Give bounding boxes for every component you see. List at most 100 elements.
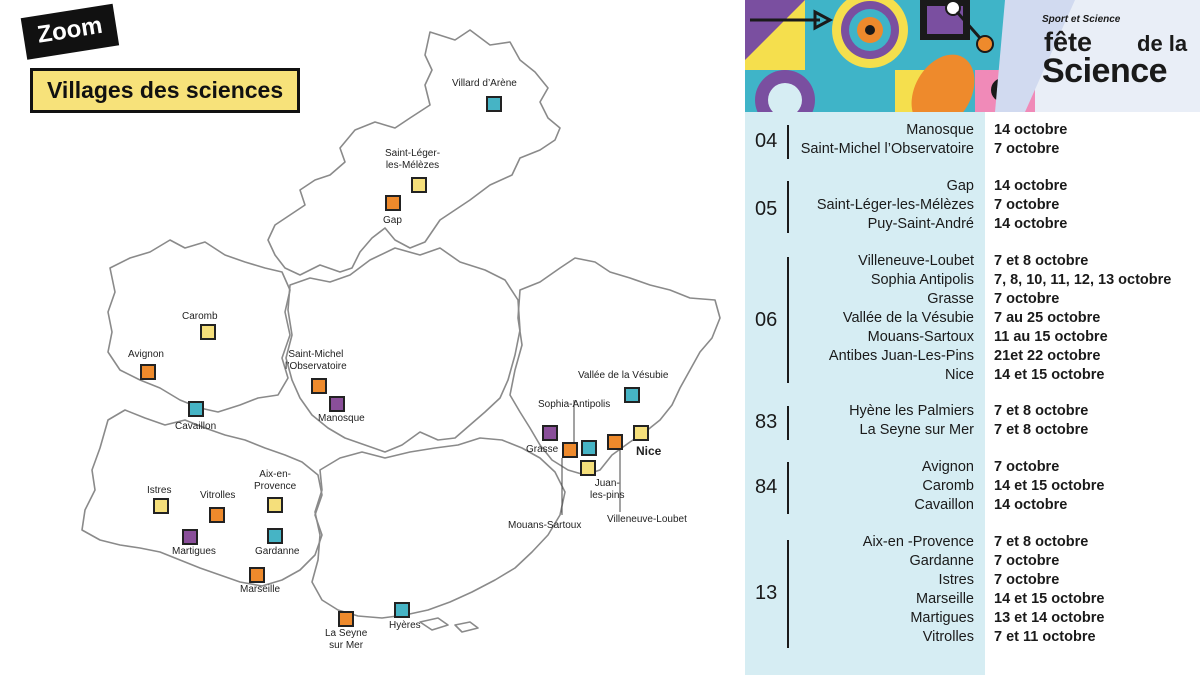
event-date: 14 octobre [994, 216, 1068, 232]
label-vitrolles: Vitrolles [200, 490, 236, 501]
dept-bar [787, 406, 789, 440]
map-dept-05 [267, 29, 561, 276]
brand-fete: fête [1044, 27, 1093, 57]
marker-marseille[interactable] [249, 567, 265, 583]
brand-banner [745, 0, 1200, 112]
event-date: 7 octobre [994, 291, 1060, 307]
event-date: 7 et 8 octobre [994, 422, 1089, 438]
label-gap: Gap [383, 215, 402, 226]
marker-villard[interactable] [486, 96, 502, 112]
dept-bar [787, 181, 789, 233]
marker-grasse[interactable] [542, 425, 558, 441]
schedule-dates-column [985, 112, 1200, 675]
schedule-row: Aix-en -Provence 7 et 8 octobre [745, 534, 1200, 553]
marker-manosque[interactable] [329, 396, 345, 412]
map-dept-06 [509, 257, 721, 476]
marker-sophia[interactable] [581, 440, 597, 456]
event-date: 7 octobre [994, 141, 1060, 157]
banner-artwork [745, 0, 1075, 112]
schedule-row: Gap 14 octobre [745, 178, 1200, 197]
label-hyeres: Hyères [389, 620, 421, 631]
marker-caromb[interactable] [200, 324, 216, 340]
town-name: Martigues [910, 610, 974, 626]
map-area: Zoom Villages des sciences Villard d’Arè… [20, 3, 721, 651]
schedule-row: Hyène les Palmiers 7 et 8 octobre [745, 403, 1200, 422]
dept-bar [787, 125, 789, 159]
marker-hyeres[interactable] [394, 602, 410, 618]
dept-code: 83 [755, 411, 778, 433]
event-date: 7 et 11 octobre [994, 629, 1096, 645]
marker-seyne[interactable] [338, 611, 354, 627]
town-name: Aix-en -Provence [862, 534, 974, 550]
town-name: Manosque [906, 122, 974, 138]
schedule-row: Caromb 14 et 15 octobre [745, 478, 1200, 497]
schedule-row: Mouans-Sartoux 11 au 15 octobre [745, 329, 1200, 348]
dept-code: 84 [755, 476, 778, 498]
town-name: Gardanne [909, 553, 975, 569]
event-date: 7 octobre [994, 197, 1060, 213]
region-map [81, 29, 721, 633]
schedule-row: Villeneuve-Loubet 7 et 8 octobre [745, 253, 1200, 272]
marker-cavaillon[interactable] [188, 401, 204, 417]
town-name: Gap [946, 178, 974, 194]
schedule-row: Saint-Léger-les-Mélèzes 7 octobre [745, 197, 1200, 216]
town-name: Marseille [915, 591, 974, 607]
town-name: Vitrolles [922, 629, 974, 645]
town-name: Vallée de la Vésubie [842, 310, 974, 326]
event-date: 14 octobre [994, 122, 1068, 138]
event-date: 14 et 15 octobre [994, 367, 1105, 383]
schedule-row: Grasse 7 octobre [745, 291, 1200, 310]
town-name: Cavaillon [914, 497, 974, 513]
marker-aix[interactable] [267, 497, 283, 513]
label-juan: Juan- les-pins [590, 478, 625, 501]
marker-vitrolles[interactable] [209, 507, 225, 523]
schedule-row: Martigues 13 et 14 octobre [745, 610, 1200, 629]
schedule-row: Saint-Michel l’Observatoire 7 octobre [745, 141, 1200, 160]
town-name: Istres [938, 572, 974, 588]
map-dept-83 [311, 437, 566, 619]
label-aix: Aix-en- Provence [254, 469, 297, 492]
marker-juan[interactable] [580, 460, 596, 476]
dept-bar [787, 540, 789, 648]
label-seyne: La Seyne sur Mer [325, 628, 368, 651]
schedule-row: La Seyne sur Mer 7 et 8 octobre [745, 422, 1200, 441]
label-gardanne: Gardanne [255, 546, 300, 557]
dept-code: 13 [755, 582, 778, 604]
marker-saint-leger[interactable] [411, 177, 427, 193]
label-mouans: Mouans-Sartoux [508, 520, 582, 531]
schedule-row: Sophia Antipolis 7, 8, 10, 11, 12, 13 oct… [745, 272, 1200, 291]
marker-nice[interactable] [633, 425, 649, 441]
schedule-row: Nice 14 et 15 octobre [745, 367, 1200, 386]
event-date: 7 au 25 octobre [994, 310, 1101, 326]
town-name: Avignon [921, 459, 974, 475]
map-dept-13 [81, 409, 323, 587]
marker-martigues[interactable] [182, 529, 198, 545]
label-cavaillon: Cavaillon [175, 421, 217, 432]
label-manosque: Manosque [318, 413, 365, 424]
marker-mouans[interactable] [562, 442, 578, 458]
brand-subtitle: Sport et Science [1042, 14, 1121, 25]
schedule-row: Istres 7 octobre [745, 572, 1200, 591]
town-name: Villeneuve-Loubet [858, 253, 974, 269]
label-sophia: Sophia-Antipolis [538, 399, 611, 410]
marker-istres[interactable] [153, 498, 169, 514]
event-date: 7 et 8 octobre [994, 403, 1089, 419]
event-date: 7 et 8 octobre [994, 253, 1089, 269]
marker-gardanne[interactable] [267, 528, 283, 544]
marker-villeneuve[interactable] [607, 434, 623, 450]
marker-saint-michel[interactable] [311, 378, 327, 394]
event-date: 11 au 15 octobre [994, 329, 1108, 345]
town-name: La Seyne sur Mer [859, 422, 974, 438]
marker-vesubie[interactable] [624, 387, 640, 403]
label-grasse: Grasse [526, 444, 559, 455]
marker-gap[interactable] [385, 195, 401, 211]
brand-science: Science [1042, 52, 1168, 90]
town-name: Mouans-Sartoux [867, 329, 974, 345]
town-name: Puy-Saint-André [867, 216, 974, 232]
marker-avignon[interactable] [140, 364, 156, 380]
event-date: 14 octobre [994, 178, 1068, 194]
event-date: 7 octobre [994, 553, 1060, 569]
schedule-row: Cavaillon 14 octobre [745, 497, 1200, 516]
brand-dela: de la [1137, 31, 1188, 56]
event-date: 21et 22 octobre [994, 348, 1101, 364]
